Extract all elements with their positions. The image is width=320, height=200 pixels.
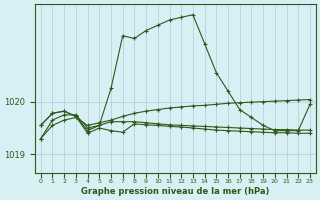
- X-axis label: Graphe pression niveau de la mer (hPa): Graphe pression niveau de la mer (hPa): [81, 187, 269, 196]
